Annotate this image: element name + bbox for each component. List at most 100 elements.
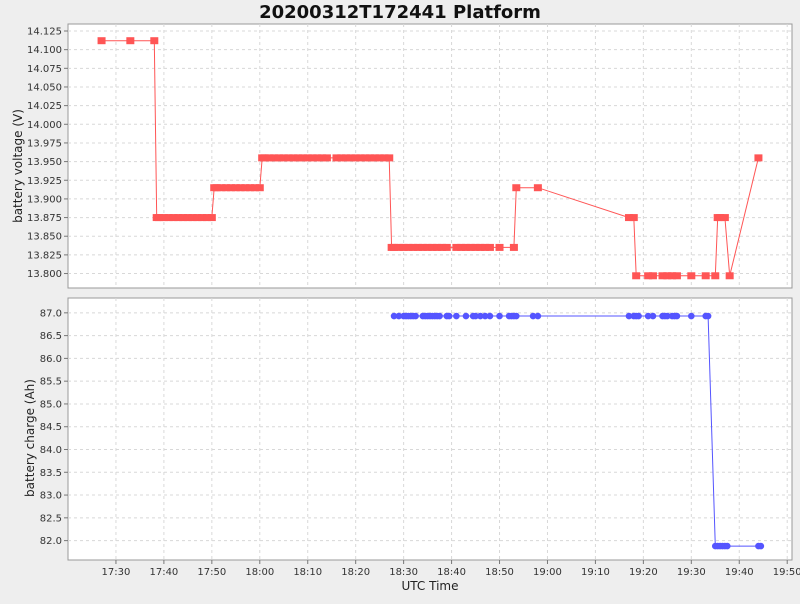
voltage-point-56 xyxy=(394,243,403,251)
voltage-point-45 xyxy=(346,154,355,162)
voltage-point-17 xyxy=(212,184,221,192)
voltage-point-75 xyxy=(495,243,504,251)
charge-point-29 xyxy=(513,312,520,320)
charge-y-tick-label-1: 86.5 xyxy=(40,331,62,342)
charge-point-18 xyxy=(453,312,460,320)
charge-point-25 xyxy=(496,312,503,320)
voltage-point-20 xyxy=(227,184,236,192)
charge-series xyxy=(390,312,765,550)
charge-point-32 xyxy=(625,312,633,320)
voltage-point-30 xyxy=(270,154,279,162)
x-tick-label-13: 19:40 xyxy=(725,567,754,578)
charge-y-tick-label-8: 83.0 xyxy=(40,491,62,502)
voltage-point-19 xyxy=(222,184,231,192)
voltage-point-71 xyxy=(471,243,480,251)
voltage-point-65 xyxy=(437,243,446,251)
charge-point-7 xyxy=(412,312,419,320)
charge-point-17 xyxy=(445,312,453,320)
voltage-point-26 xyxy=(255,184,264,192)
voltage-point-92 xyxy=(716,214,725,222)
x-tick-label-8: 18:50 xyxy=(485,567,514,578)
x-tick-label-14: 19:50 xyxy=(773,567,800,578)
voltage-point-63 xyxy=(428,243,437,251)
voltage-point-90 xyxy=(711,272,720,280)
voltage-point-18 xyxy=(217,184,226,192)
voltage-point-34 xyxy=(289,154,298,162)
x-tick-label-3: 18:00 xyxy=(245,567,274,578)
voltage-point-84 xyxy=(658,272,667,280)
voltage-point-70 xyxy=(466,243,475,251)
voltage-point-4 xyxy=(155,214,164,222)
voltage-point-10 xyxy=(183,214,192,222)
charge-y-tick-label-7: 83.5 xyxy=(40,468,62,479)
voltage-y-axis-label: battery voltage (V) xyxy=(11,109,25,223)
voltage-point-8 xyxy=(174,214,183,222)
voltage-y-tick-label-8: 13.925 xyxy=(27,176,62,187)
voltage-point-64 xyxy=(433,243,442,251)
voltage-point-93 xyxy=(720,214,729,222)
voltage-point-59 xyxy=(409,243,418,251)
charge-y-tick-label-6: 84.0 xyxy=(40,445,62,456)
voltage-point-57 xyxy=(399,243,408,251)
voltage-y-ticks: 14.125 14.100 14.075 14.050 14.025 14.000 13.9… xyxy=(27,27,68,280)
voltage-point-15 xyxy=(207,214,216,222)
voltage-point-36 xyxy=(298,154,307,162)
voltage-point-7 xyxy=(169,214,178,222)
x-tick-label-2: 17:50 xyxy=(197,567,226,578)
charge-y-ticks: 87.0 86.5 86.0 85.5 85.0 84.5 84.0 83.5 83.0 82.5… xyxy=(40,308,68,547)
voltage-point-39 xyxy=(313,154,322,162)
charge-y-tick-label-0: 87.0 xyxy=(40,308,62,319)
voltage-point-21 xyxy=(231,184,240,192)
voltage-point-69 xyxy=(461,243,470,251)
voltage-point-95 xyxy=(754,154,763,162)
voltage-y-tick-label-0: 14.125 xyxy=(27,27,62,38)
voltage-y-tick-label-3: 14.050 xyxy=(27,82,62,93)
voltage-point-5 xyxy=(159,214,168,222)
voltage-point-43 xyxy=(337,154,346,162)
voltage-point-85 xyxy=(663,272,672,280)
voltage-y-tick-label-6: 13.975 xyxy=(27,138,62,149)
voltage-point-12 xyxy=(193,214,202,222)
charge-point-46 xyxy=(704,312,712,320)
voltage-point-73 xyxy=(481,243,490,251)
voltage-point-88 xyxy=(687,272,696,280)
voltage-point-13 xyxy=(198,214,207,222)
voltage-point-41 xyxy=(322,154,331,162)
x-tick-label-0: 17:30 xyxy=(102,567,131,578)
voltage-point-31 xyxy=(274,154,283,162)
voltage-point-32 xyxy=(279,154,288,162)
voltage-point-9 xyxy=(179,214,188,222)
voltage-point-60 xyxy=(414,243,423,251)
charge-y-tick-label-3: 85.5 xyxy=(40,377,62,388)
voltage-point-44 xyxy=(342,154,351,162)
voltage-point-51 xyxy=(375,154,384,162)
voltage-point-89 xyxy=(701,272,710,280)
voltage-point-37 xyxy=(303,154,312,162)
voltage-point-62 xyxy=(423,243,432,251)
voltage-point-33 xyxy=(284,154,293,162)
voltage-point-48 xyxy=(361,154,370,162)
x-tick-label-12: 19:30 xyxy=(677,567,706,578)
charge-point-1 xyxy=(395,312,403,320)
voltage-point-74 xyxy=(485,243,494,251)
voltage-point-47 xyxy=(356,154,365,162)
voltage-point-87 xyxy=(672,272,681,280)
charge-plot-area xyxy=(67,297,793,561)
voltage-point-22 xyxy=(236,184,245,192)
voltage-series xyxy=(97,37,763,280)
voltage-point-55 xyxy=(390,243,399,251)
voltage-point-42 xyxy=(332,154,341,162)
charge-y-tick-label-9: 82.5 xyxy=(40,513,62,524)
voltage-point-78 xyxy=(533,184,542,192)
charge-point-23 xyxy=(481,312,489,320)
charge-point-36 xyxy=(644,312,652,320)
voltage-point-0 xyxy=(97,37,106,45)
voltage-point-28 xyxy=(260,154,269,162)
x-tick-label-7: 18:40 xyxy=(437,567,466,578)
charge-point-40 xyxy=(664,312,671,320)
voltage-point-46 xyxy=(351,154,360,162)
voltage-point-6 xyxy=(164,214,173,222)
voltage-point-49 xyxy=(366,154,375,162)
charge-point-44 xyxy=(688,312,695,320)
